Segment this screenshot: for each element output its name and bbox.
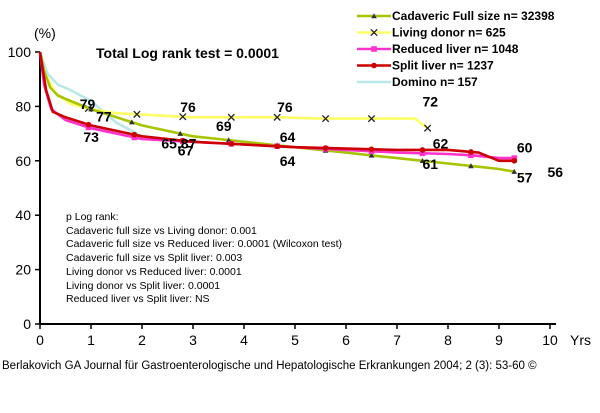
y-tick-label: 40 (15, 207, 31, 223)
y-tick-label: 80 (15, 98, 31, 114)
triangle-marker (468, 163, 474, 169)
triangle-marker (88, 106, 94, 112)
x-marker (321, 114, 330, 123)
p-log-rank-title: p Log rank: (66, 211, 119, 223)
data-label: 77 (96, 108, 112, 124)
data-label: 76 (180, 99, 196, 115)
data-label: 69 (216, 118, 232, 134)
x-tick-label: 7 (393, 332, 401, 348)
data-label: 61 (423, 156, 439, 172)
legend: Cadaveric Full size n= 32398 Living donor… (357, 9, 555, 89)
legend-item: Cadaveric Full size n= 32398 (357, 9, 555, 23)
circle-marker (131, 131, 138, 138)
circle-marker (371, 62, 377, 69)
legend-label: Cadaveric Full size n= 32398 (392, 9, 555, 23)
data-label: 73 (83, 129, 99, 145)
legend-label: Reduced liver n= 1048 (392, 42, 519, 56)
x-marker (179, 113, 187, 121)
triangle-marker (177, 130, 184, 136)
legend-item: Split liver n= 1237 (357, 59, 494, 73)
circle-marker (228, 141, 235, 147)
p-log-rank-line: Cadaveric full size vs Living donor: 0.0… (66, 224, 257, 237)
circle-marker (274, 143, 280, 150)
data-label: 67 (178, 142, 194, 158)
circle-marker (419, 147, 426, 153)
series-3 (38, 51, 518, 164)
legend-label: Living donor n= 625 (392, 26, 506, 40)
p-log-rank-line: Living donor vs Reduced liver: 0.0001 (66, 265, 242, 278)
legend-item: Living donor n= 625 (357, 26, 506, 40)
square-marker (371, 46, 377, 52)
x-tick-label: 10 (542, 332, 558, 348)
x-marker (367, 114, 376, 123)
data-label: 57 (517, 170, 533, 186)
y-tick-label: 20 (15, 262, 31, 278)
x-marker (273, 113, 281, 121)
legend-item: Domino n= 157 (357, 75, 478, 89)
y-tick-label: 0 (23, 316, 31, 332)
data-label: 72 (423, 93, 439, 109)
p-log-rank-line: Cadaveric full size vs Reduced liver: 0.… (66, 238, 343, 251)
x-tick-label: 2 (138, 332, 146, 348)
x-marker (423, 124, 432, 132)
circle-marker (85, 121, 92, 128)
data-label: 64 (280, 153, 296, 169)
p-log-rank-line: Reduced liver vs Split liver: NS (66, 293, 210, 306)
x-marker (133, 110, 141, 118)
x-tick-label: 1 (87, 332, 95, 348)
y-tick-label: 100 (8, 44, 32, 60)
x-tick-label: 8 (444, 332, 452, 348)
circle-marker (322, 145, 329, 151)
triangle-marker (419, 158, 426, 164)
x-axis-label: Yrs (570, 332, 591, 348)
data-label: 76 (277, 99, 293, 115)
triangle-marker (371, 13, 377, 19)
x-tick-label: 3 (189, 332, 197, 348)
series-layer (38, 51, 518, 174)
x-tick-label: 5 (291, 332, 299, 348)
citation-caption: Berlakovich GA Journal für Gastroenterol… (2, 360, 537, 372)
data-label: 56 (547, 164, 563, 180)
chart-title: Total Log rank test = 0.0001 (96, 45, 279, 61)
square-marker (419, 150, 426, 157)
circle-marker (368, 146, 375, 153)
legend-item: Reduced liver n= 1048 (357, 42, 519, 56)
y-tick-label: 60 (15, 153, 31, 169)
legend-label: Split liver n= 1237 (392, 59, 494, 73)
x-tick-label: 0 (36, 332, 44, 348)
data-label: 60 (517, 140, 533, 156)
series-line (38, 51, 517, 163)
x-marker (370, 28, 378, 37)
series-line (38, 51, 515, 173)
data-label: 62 (433, 136, 449, 152)
x-tick-label: 6 (342, 332, 350, 348)
y-axis-label: (%) (34, 25, 56, 41)
x-tick-label: 4 (240, 332, 248, 348)
data-label: 65,87 (161, 136, 196, 152)
x-tick-label: 9 (495, 332, 503, 348)
triangle-marker (511, 168, 518, 174)
triangle-marker (129, 119, 135, 125)
data-label: 64 (280, 129, 296, 145)
circle-marker (468, 149, 474, 155)
square-marker (468, 152, 474, 159)
p-log-rank-line: Living donor vs Split liver: 0.0001 (66, 279, 221, 292)
data-label: 79 (80, 96, 96, 112)
circle-marker (180, 137, 186, 144)
x-marker (227, 113, 235, 121)
legend-label: Domino n= 157 (392, 75, 478, 89)
triangle-marker (368, 152, 375, 158)
circle-marker (511, 158, 518, 164)
p-log-rank-line: Cadaveric full size vs Split liver: 0.00… (66, 252, 243, 265)
